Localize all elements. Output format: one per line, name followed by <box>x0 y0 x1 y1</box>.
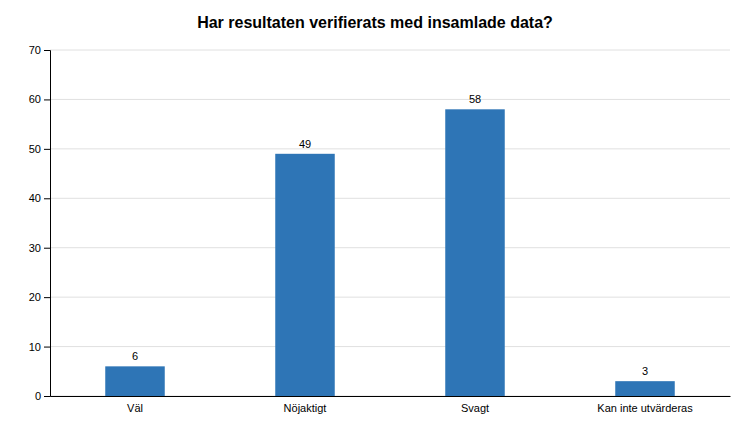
data-label: 49 <box>299 138 311 150</box>
y-tick-label: 40 <box>29 192 41 204</box>
x-tick-label: Väl <box>127 402 143 414</box>
grid-line <box>50 50 730 51</box>
y-tick: 70 <box>29 44 50 56</box>
y-tick-label: 0 <box>35 390 41 402</box>
data-label: 58 <box>469 93 481 105</box>
plot: 0 10 20 30 40 50 60 70 Väl Nöjaktigt Svagt Kan inte… <box>29 44 731 414</box>
y-tick: 50 <box>29 143 50 155</box>
x-tick-label: Svagt <box>461 402 489 414</box>
grid-line <box>50 198 730 199</box>
y-tick-mark <box>44 347 50 348</box>
y-tick-label: 50 <box>29 143 41 155</box>
page: {"chart_data": {"type": "bar", "title": … <box>0 0 750 436</box>
bar <box>275 154 335 396</box>
y-tick: 0 <box>35 390 50 402</box>
data-label: 3 <box>642 365 648 377</box>
data-labels: 6 49 58 3 <box>132 93 648 377</box>
title: Har resultaten verifierats med insamlade… <box>197 14 553 31</box>
x-tick: Svagt <box>461 402 489 414</box>
y-tick-label: 20 <box>29 291 41 303</box>
x-tick: Nöjaktigt <box>284 402 327 414</box>
y-tick: 60 <box>29 93 50 105</box>
grid-line <box>50 346 730 347</box>
x-tick-label: Nöjaktigt <box>284 402 327 414</box>
y-axis: 0 10 20 30 40 50 60 70 <box>29 44 51 402</box>
bar <box>105 366 165 396</box>
y-tick-mark <box>44 149 50 150</box>
y-tick-mark <box>44 297 50 298</box>
y-tick-mark <box>44 99 50 100</box>
y-tick-mark <box>44 248 50 249</box>
y-tick-label: 70 <box>29 44 41 56</box>
grid-line <box>50 99 730 100</box>
x-tick-label: Kan inte utvärderas <box>597 402 693 414</box>
y-tick: 40 <box>29 192 50 204</box>
grid <box>50 50 730 396</box>
grid-line <box>50 247 730 248</box>
grid-line <box>50 148 730 149</box>
bar <box>445 109 505 396</box>
y-tick-label: 30 <box>29 242 41 254</box>
grid-line <box>50 297 730 298</box>
x-axis-line <box>51 396 731 397</box>
data-label: 6 <box>132 350 138 362</box>
y-tick-mark <box>44 396 50 397</box>
x-tick: Väl <box>127 402 143 414</box>
bars <box>105 109 675 396</box>
y-tick: 30 <box>29 242 50 254</box>
chart: Har resultaten verifierats med insamlade… <box>0 0 750 436</box>
y-tick-mark <box>44 198 50 199</box>
y-tick-label: 60 <box>29 93 41 105</box>
y-tick-mark <box>44 50 50 51</box>
x-tick: Kan inte utvärderas <box>597 402 693 414</box>
bar <box>615 381 675 396</box>
x-axis: Väl Nöjaktigt Svagt Kan inte utvärderas <box>51 397 731 414</box>
y-tick-label: 10 <box>29 341 41 353</box>
y-tick: 20 <box>29 291 50 303</box>
y-tick: 10 <box>29 341 50 353</box>
y-axis-line <box>44 51 51 397</box>
